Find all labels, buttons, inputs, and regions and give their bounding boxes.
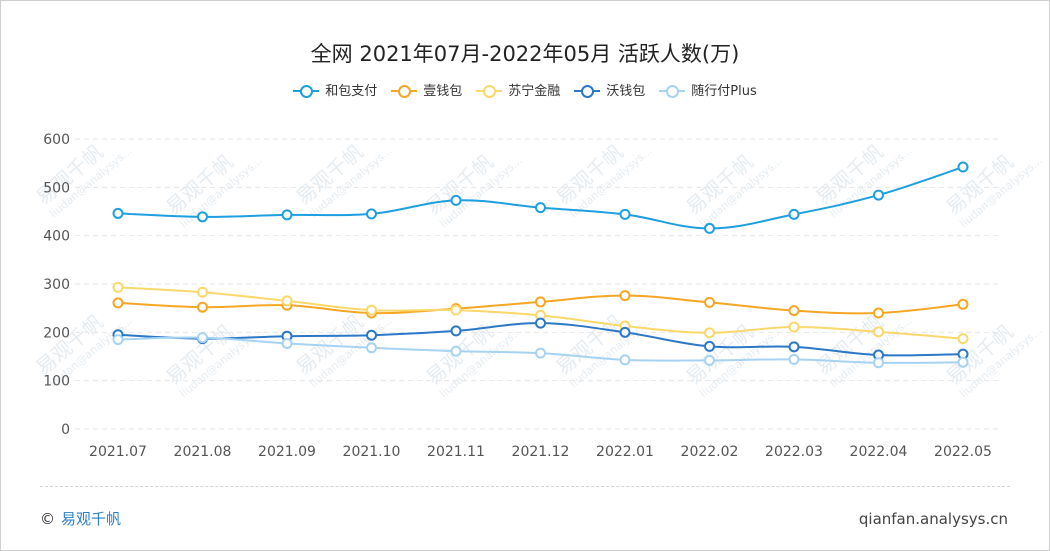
y-tick-label: 0 xyxy=(61,422,70,438)
brand-name: 易观千帆 xyxy=(61,510,122,528)
legend-item[interactable]: 随行付Plus xyxy=(659,80,757,99)
legend-label: 沃钱包 xyxy=(606,84,646,99)
data-point xyxy=(197,211,208,223)
data-point xyxy=(535,202,546,214)
y-tick-label: 200 xyxy=(43,325,70,341)
data-point xyxy=(112,207,124,219)
legend-item[interactable]: 苏宁金融 xyxy=(476,80,560,99)
data-point xyxy=(366,208,377,220)
data-point xyxy=(873,307,884,319)
data-point xyxy=(704,340,715,352)
data-point xyxy=(957,356,969,368)
data-point xyxy=(366,342,377,354)
data-point xyxy=(873,326,884,338)
data-point xyxy=(619,354,631,366)
data-point xyxy=(704,327,715,339)
x-tick-label: 2022.02 xyxy=(681,444,739,460)
data-point xyxy=(450,194,462,206)
legend-label: 壹钱包 xyxy=(423,84,463,99)
data-point xyxy=(112,281,124,293)
x-tick-label: 2022.01 xyxy=(596,444,654,460)
y-tick-label: 600 xyxy=(43,132,70,148)
x-tick-label: 2022.04 xyxy=(850,444,908,460)
data-point xyxy=(788,341,800,353)
data-point xyxy=(281,295,293,307)
x-tick-label: 2021.12 xyxy=(512,444,570,460)
legend-marker xyxy=(476,83,503,98)
data-point xyxy=(788,305,800,317)
x-tick-label: 2022.05 xyxy=(934,444,992,460)
data-point xyxy=(788,321,800,333)
data-point xyxy=(873,357,884,369)
chart-legend: 和包支付 壹钱包 苏宁金融 沃钱包 随行付Plus xyxy=(0,80,1050,99)
legend-item[interactable]: 壹钱包 xyxy=(391,80,462,99)
legend-marker xyxy=(391,83,418,98)
data-point xyxy=(112,334,124,346)
legend-item[interactable]: 沃钱包 xyxy=(574,80,645,99)
x-tick-label: 2021.09 xyxy=(258,444,316,460)
data-point xyxy=(281,337,293,349)
legend-marker xyxy=(659,83,686,98)
chart-title: 全网 2021年07月-2022年05月 活跃人数(万) xyxy=(310,42,740,66)
y-tick-label: 300 xyxy=(43,277,70,293)
data-point xyxy=(788,353,800,365)
x-tick-label: 2021.07 xyxy=(89,444,147,460)
data-point xyxy=(197,286,208,298)
data-point xyxy=(197,301,208,313)
series-line xyxy=(117,166,964,230)
legend-label: 随行付Plus xyxy=(691,84,757,99)
legend-marker xyxy=(574,83,601,98)
data-point xyxy=(535,296,546,308)
x-tick-label: 2021.10 xyxy=(343,444,401,460)
footer-site: qianfan.analysys.cn xyxy=(858,510,1008,528)
data-point xyxy=(619,208,631,220)
legend-marker xyxy=(293,83,320,98)
data-point xyxy=(704,222,715,234)
data-point xyxy=(957,161,969,173)
data-point xyxy=(366,304,377,316)
x-tick-label: 2021.11 xyxy=(427,444,485,460)
y-tick-label: 400 xyxy=(43,229,70,245)
data-point xyxy=(535,317,546,329)
data-point xyxy=(535,347,546,359)
copyright-symbol: © xyxy=(40,509,55,528)
data-point xyxy=(281,209,293,221)
y-tick-label: 500 xyxy=(43,180,70,196)
data-point xyxy=(704,296,715,308)
data-point xyxy=(704,354,715,366)
y-tick-label: 100 xyxy=(43,374,70,390)
data-point xyxy=(619,290,631,302)
data-point xyxy=(450,345,462,357)
legend-item[interactable]: 和包支付 xyxy=(293,80,377,99)
data-point xyxy=(450,325,462,337)
footer-brand: © 易观千帆 xyxy=(40,508,121,529)
data-point xyxy=(197,332,208,344)
data-point xyxy=(788,208,800,220)
x-tick-label: 2021.08 xyxy=(174,444,232,460)
x-tick-label: 2022.03 xyxy=(765,444,823,460)
data-point xyxy=(957,333,969,345)
data-point xyxy=(957,298,969,310)
data-point xyxy=(619,326,631,338)
data-point xyxy=(112,297,124,309)
legend-label: 和包支付 xyxy=(325,84,378,99)
legend-label: 苏宁金融 xyxy=(508,84,561,99)
data-point xyxy=(366,329,377,341)
data-point xyxy=(450,304,462,316)
data-point xyxy=(873,189,884,201)
footer-divider xyxy=(40,486,1010,487)
